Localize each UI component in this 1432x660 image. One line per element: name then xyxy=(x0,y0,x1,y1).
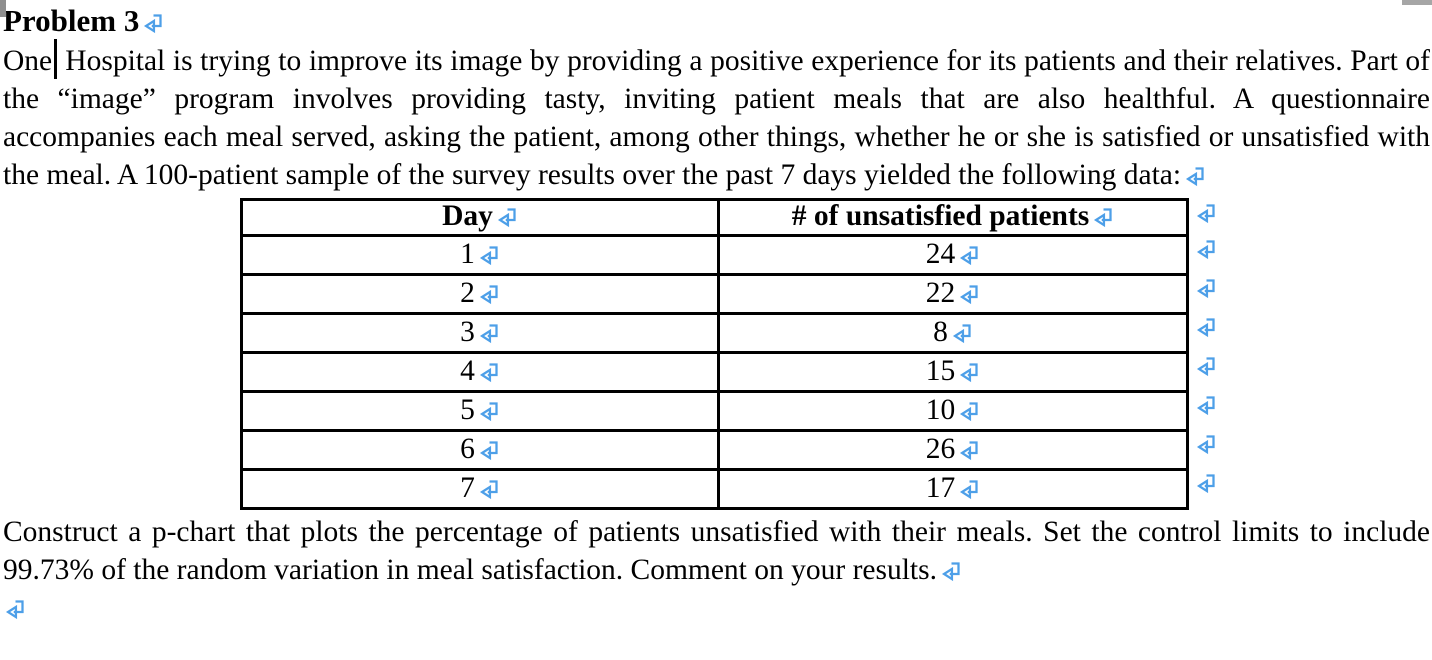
day-cell[interactable]: 6 xyxy=(240,429,720,471)
day-cell[interactable]: 1 xyxy=(240,234,720,276)
cell-text: 3 xyxy=(460,316,475,348)
cell-text: 17 xyxy=(925,472,956,504)
end-of-row-mark xyxy=(1188,470,1234,509)
paragraph-return-mark-icon xyxy=(1196,276,1217,299)
text-cursor xyxy=(54,39,57,79)
table-row: 1 24 xyxy=(240,234,1234,276)
intro-text-before-cursor: One xyxy=(3,45,53,77)
survey-data-table: Day # of unsatisfied patients 1 24 2 22 3 8 4 1… xyxy=(240,198,1235,510)
paragraph-return-mark-icon xyxy=(479,477,500,500)
intro-paragraph[interactable]: One Hospital is trying to improve its im… xyxy=(3,39,1430,194)
end-of-row-mark xyxy=(1188,392,1234,431)
table-row: 2 22 xyxy=(240,273,1234,315)
unsatisfied-count-cell[interactable]: 17 xyxy=(717,468,1189,510)
table-body: 1 24 2 22 3 8 4 15 5 10 6 26 7 17 xyxy=(240,234,1234,510)
paragraph-return-mark-icon xyxy=(1196,237,1217,260)
cell-text: 22 xyxy=(925,277,956,309)
paragraph-return-mark-icon xyxy=(959,399,980,422)
end-of-row-mark xyxy=(1188,275,1234,314)
paragraph-return-mark-icon xyxy=(479,438,500,461)
cell-text: 1 xyxy=(460,238,475,270)
day-cell[interactable]: 2 xyxy=(240,273,720,315)
paragraph-return-mark-icon xyxy=(479,360,500,383)
paragraph-return-mark-icon xyxy=(1196,315,1217,338)
cell-return-mark-icon xyxy=(497,205,518,228)
problem-title[interactable]: Problem 3 xyxy=(3,2,1430,39)
row-return-mark-icon xyxy=(1196,201,1217,224)
cell-return-mark-icon xyxy=(1093,205,1114,228)
cell-text: 15 xyxy=(925,355,956,387)
problem-title-text: Problem 3 xyxy=(3,3,140,38)
unsatisfied-count-cell[interactable]: 8 xyxy=(717,312,1189,354)
cell-text: 10 xyxy=(925,394,956,426)
table-header-row: Day # of unsatisfied patients xyxy=(240,198,1234,237)
day-cell[interactable]: 3 xyxy=(240,312,720,354)
paragraph-return-mark-icon xyxy=(1196,471,1217,494)
table-row: 4 15 xyxy=(240,351,1234,393)
unsatisfied-column-header[interactable]: # of unsatisfied patients xyxy=(717,198,1189,237)
paragraph-return-mark-icon xyxy=(959,438,980,461)
question-text: Construct a p-chart that plots the perce… xyxy=(3,516,1430,586)
table-row: 7 17 xyxy=(240,468,1234,510)
end-of-row-mark xyxy=(1188,314,1234,353)
day-cell[interactable]: 7 xyxy=(240,468,720,510)
intro-text-after-cursor: Hospital is trying to improve its image … xyxy=(3,45,1430,191)
header-text: # of unsatisfied patients xyxy=(791,200,1090,232)
cell-text: 6 xyxy=(460,433,475,465)
paragraph-return-mark-icon xyxy=(479,399,500,422)
paragraph-return-mark-icon xyxy=(959,282,980,305)
paragraph-return-mark-icon xyxy=(952,321,973,344)
paragraph-return-mark-icon xyxy=(941,559,962,582)
paragraph-return-mark-icon xyxy=(143,11,164,34)
paragraph-return-mark-icon xyxy=(5,597,26,620)
paragraph-return-mark-icon xyxy=(1196,354,1217,377)
empty-paragraph[interactable] xyxy=(3,589,1430,627)
cell-text: 7 xyxy=(460,472,475,504)
paragraph-return-mark-icon xyxy=(479,243,500,266)
question-paragraph[interactable]: Construct a p-chart that plots the perce… xyxy=(3,513,1430,589)
paragraph-return-mark-icon xyxy=(959,477,980,500)
end-of-row-mark xyxy=(1188,353,1234,392)
unsatisfied-count-cell[interactable]: 26 xyxy=(717,429,1189,471)
cell-text: 8 xyxy=(933,316,948,348)
paragraph-return-mark-icon xyxy=(479,282,500,305)
end-of-row-mark xyxy=(1188,236,1234,275)
window-edge-fragment-left xyxy=(0,0,6,17)
table-row: 5 10 xyxy=(240,390,1234,432)
day-cell[interactable]: 4 xyxy=(240,351,720,393)
paragraph-return-mark-icon xyxy=(959,243,980,266)
unsatisfied-count-cell[interactable]: 10 xyxy=(717,390,1189,432)
cell-text: 2 xyxy=(460,277,475,309)
table-row: 6 26 xyxy=(240,429,1234,471)
paragraph-return-mark-icon xyxy=(959,360,980,383)
end-of-row-mark xyxy=(1188,200,1234,236)
end-of-row-mark xyxy=(1188,431,1234,470)
paragraph-return-mark-icon xyxy=(1185,164,1206,187)
header-text: Day xyxy=(442,200,493,232)
cell-text: 24 xyxy=(925,238,956,270)
cell-text: 4 xyxy=(460,355,475,387)
unsatisfied-count-cell[interactable]: 15 xyxy=(717,351,1189,393)
unsatisfied-count-cell[interactable]: 22 xyxy=(717,273,1189,315)
paragraph-return-mark-icon xyxy=(1196,393,1217,416)
paragraph-return-mark-icon xyxy=(479,321,500,344)
unsatisfied-count-cell[interactable]: 24 xyxy=(717,234,1189,276)
cell-text: 26 xyxy=(925,433,956,465)
cell-text: 5 xyxy=(460,394,475,426)
day-cell[interactable]: 5 xyxy=(240,390,720,432)
day-column-header[interactable]: Day xyxy=(240,198,720,237)
paragraph-return-mark-icon xyxy=(1196,432,1217,455)
window-edge-fragment-right xyxy=(1402,0,1432,5)
survey-table-wrap: Day # of unsatisfied patients 1 24 2 22 3 8 4 1… xyxy=(240,198,1430,510)
